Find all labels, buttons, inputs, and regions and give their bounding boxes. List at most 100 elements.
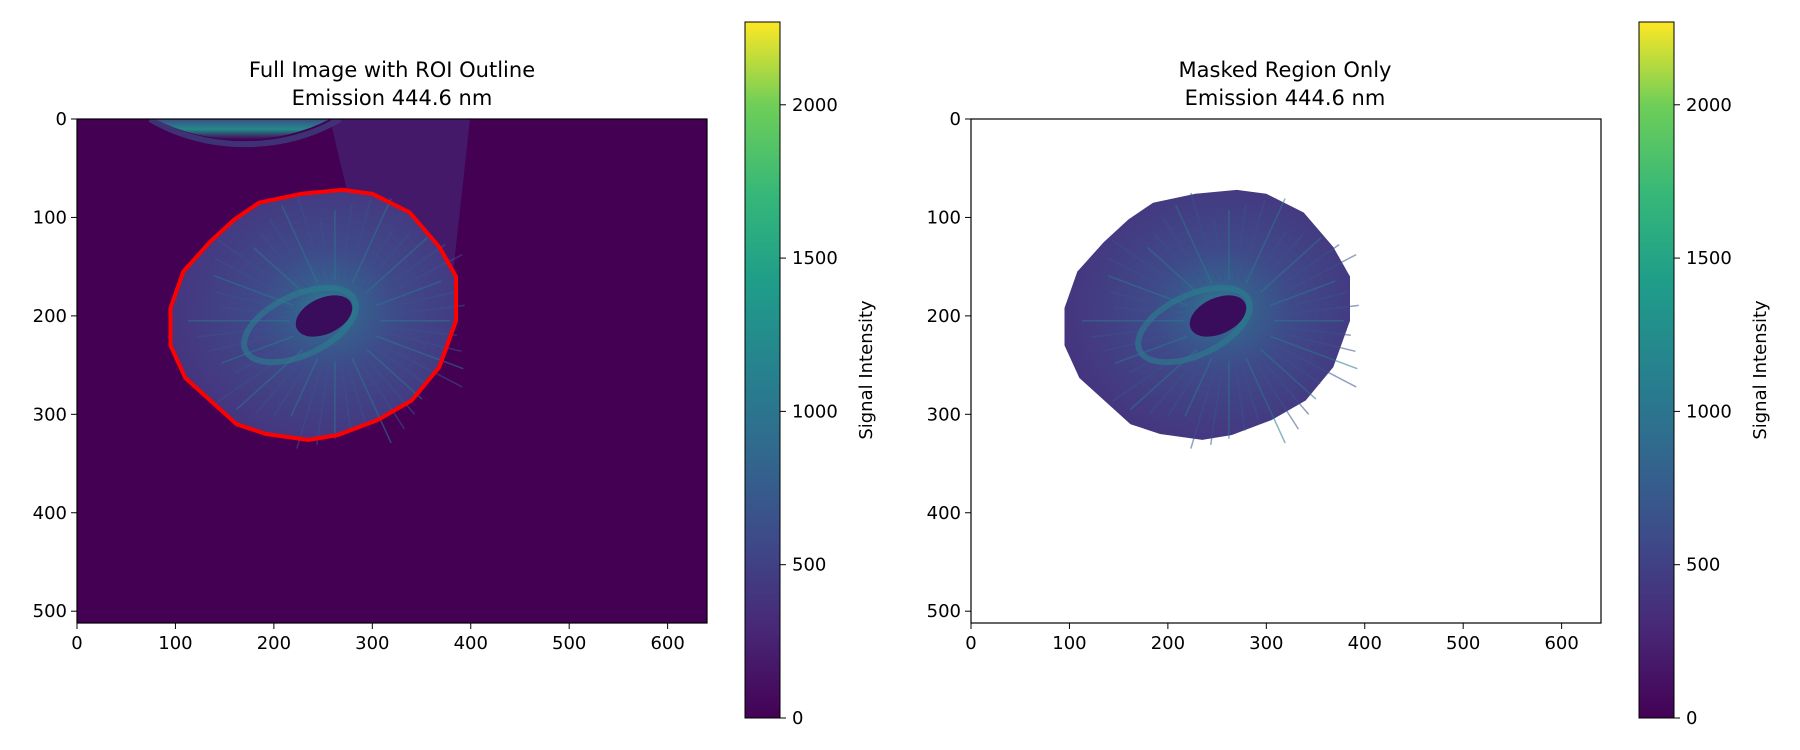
left-x-tick-label: 300 <box>355 633 389 654</box>
right-tissue-streak <box>1190 192 1218 282</box>
right-tissue-streak <box>1091 325 1185 338</box>
left-tissue-streak <box>366 236 429 293</box>
left-tissue-streak <box>356 230 394 287</box>
right-panel: Masked Region Only Emission 444.6 nm 0 10… <box>927 21 1771 729</box>
right-tissue-halo <box>1135 284 1253 366</box>
left-colorbar-label: Signal Intensity <box>856 300 877 440</box>
right-tissue-streak <box>1184 357 1213 417</box>
left-tissue-streak <box>351 198 392 284</box>
left-tissue-streak <box>379 325 457 336</box>
left-y-tick-label: 0 <box>56 109 67 130</box>
left-tissue-streak <box>376 335 464 370</box>
left-tissue-streak <box>319 218 330 281</box>
left-tissue-streak <box>316 360 330 445</box>
left-tissue-streak <box>254 352 309 415</box>
right-y-axis: 0 100 200 300 400 500 <box>927 109 971 622</box>
right-tissue-streak <box>1162 218 1208 287</box>
left-tissue-streak <box>356 355 406 430</box>
right-tissue-streak <box>1260 236 1323 293</box>
left-panel: Full Image with ROI Outline Emission 444… <box>33 21 877 729</box>
right-title-line-2: Emission 444.6 nm <box>1185 86 1386 110</box>
left-tissue-core <box>295 295 353 337</box>
left-colorbar-tick-label: 0 <box>792 708 803 729</box>
right-tissue-streak <box>1108 257 1191 302</box>
right-tissue-streak <box>1239 359 1260 421</box>
left-tissue-streak <box>259 232 309 290</box>
left-colorbar-tick-label: 500 <box>792 555 826 576</box>
right-y-tick-label: 500 <box>927 601 961 622</box>
right-tissue-streak <box>1239 199 1266 282</box>
right-tissue-streak <box>1255 232 1305 290</box>
left-y-axis: 0 100 200 300 400 500 <box>33 109 77 622</box>
left-tissue-streak <box>272 355 314 418</box>
right-title-line-1: Masked Region Only <box>1179 58 1392 82</box>
left-x-tick-label: 100 <box>158 633 192 654</box>
right-tissue-streak <box>1264 344 1321 385</box>
right-y-tick-label: 0 <box>950 109 961 130</box>
right-tissue-streak <box>1250 230 1288 287</box>
left-colorbar <box>744 21 781 719</box>
right-tissue-streak <box>1270 335 1358 370</box>
left-y-tick-label: 300 <box>33 404 67 425</box>
right-tissue-streak <box>1270 280 1336 307</box>
left-tissue-streak <box>220 306 291 317</box>
right-y-tick-label: 300 <box>927 404 961 425</box>
right-axes-frame <box>970 118 1602 624</box>
right-tissue-streak <box>1264 244 1340 297</box>
left-tissue-streak <box>340 360 352 431</box>
right-x-tick-label: 300 <box>1249 633 1283 654</box>
left-y-tick-label: 500 <box>33 601 67 622</box>
right-tissue-streak <box>1255 352 1310 415</box>
left-tissue-streak <box>268 218 314 287</box>
left-tissue-streak <box>370 244 446 297</box>
left-lens-reflection <box>155 119 330 140</box>
left-tissue-streak <box>379 304 465 317</box>
right-tissue-streak <box>1250 355 1300 430</box>
left-tissue-streak <box>253 247 304 293</box>
right-tissue-streak <box>1273 325 1351 336</box>
right-tissue-streak <box>1166 355 1208 418</box>
left-y-tick-label: 200 <box>33 306 67 327</box>
right-tissue-streak <box>1102 330 1186 353</box>
right-x-tick-label: 200 <box>1151 633 1185 654</box>
left-tissue-streak <box>234 340 297 374</box>
right-x-tick-label: 100 <box>1052 633 1086 654</box>
right-tissue-streak <box>1213 218 1224 281</box>
right-x-axis: 0 100 200 300 400 500 600 <box>965 623 1579 654</box>
right-tissue-streak <box>1245 357 1286 444</box>
right-tissue-streak <box>1210 360 1224 445</box>
right-x-tick-label: 400 <box>1348 633 1382 654</box>
right-tissue-streak <box>1190 359 1218 449</box>
left-tissue-halo <box>241 284 359 366</box>
right-tissue-streak <box>1234 360 1246 431</box>
left-x-tick-label: 0 <box>71 633 82 654</box>
left-tissue-streak <box>215 291 292 312</box>
left-x-tick-label: 200 <box>257 633 291 654</box>
right-tissue-streak <box>1147 247 1198 293</box>
right-tissue-streak <box>1245 198 1286 284</box>
right-tissue-streak <box>1111 344 1194 402</box>
right-tissue-streak <box>1111 239 1194 297</box>
left-tissue-streak <box>217 239 300 297</box>
left-title-line-1: Full Image with ROI Outline <box>249 58 535 82</box>
right-colorbar-label: Signal Intensity <box>1750 300 1771 440</box>
right-tissue-streak <box>1267 340 1357 388</box>
right-colorbar-tick-label: 1500 <box>1686 248 1732 269</box>
left-tissue-streak <box>373 340 463 388</box>
left-tissue-streak <box>290 357 319 417</box>
left-tissue-streak <box>370 344 427 385</box>
right-y-tick-label: 200 <box>927 306 961 327</box>
right-tissue-streak <box>1115 335 1188 364</box>
left-tissue-streak <box>281 204 319 284</box>
left-tissue-streak <box>366 348 423 400</box>
right-tissue-streak <box>1128 340 1191 374</box>
left-axes-frame <box>76 118 708 624</box>
left-x-tick-label: 600 <box>650 633 684 654</box>
left-tissue-streak <box>340 203 353 281</box>
right-colorbar-tick-label: 1000 <box>1686 401 1732 422</box>
right-tissue-streak <box>1153 232 1203 290</box>
left-tissue-streak <box>376 280 442 307</box>
left-y-tick-label: 400 <box>33 503 67 524</box>
left-x-axis: 0 100 200 300 400 500 600 <box>71 623 685 654</box>
